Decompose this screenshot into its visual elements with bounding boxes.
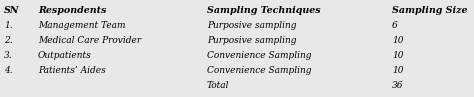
Text: 4.: 4. <box>4 66 13 75</box>
Text: Purposive sampling: Purposive sampling <box>207 36 297 45</box>
Text: Convenience Sampling: Convenience Sampling <box>207 51 311 60</box>
Text: Convenience Sampling: Convenience Sampling <box>207 66 311 75</box>
Text: Management Team: Management Team <box>38 21 126 30</box>
Text: Sampling Size: Sampling Size <box>392 6 467 15</box>
Text: Respondents: Respondents <box>38 6 106 15</box>
Text: 10: 10 <box>392 51 403 60</box>
Text: 6: 6 <box>392 21 398 30</box>
Text: SN: SN <box>4 6 19 15</box>
Text: Purposive sampling: Purposive sampling <box>207 21 297 30</box>
Text: Total: Total <box>207 81 229 90</box>
Text: 10: 10 <box>392 36 403 45</box>
Text: Sampling Techniques: Sampling Techniques <box>207 6 320 15</box>
Text: 2.: 2. <box>4 36 13 45</box>
Text: 1.: 1. <box>4 21 13 30</box>
Text: Patients’ Aides: Patients’ Aides <box>38 66 106 75</box>
Text: 10: 10 <box>392 66 403 75</box>
Text: Medical Care Provider: Medical Care Provider <box>38 36 141 45</box>
Text: 36: 36 <box>392 81 403 90</box>
Text: 3.: 3. <box>4 51 13 60</box>
Text: Outpatients: Outpatients <box>38 51 92 60</box>
